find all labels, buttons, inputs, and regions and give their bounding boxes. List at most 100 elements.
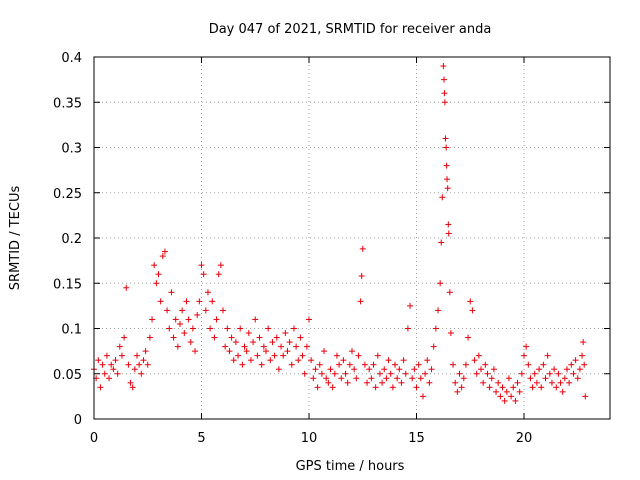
data-point xyxy=(389,384,396,391)
data-point xyxy=(445,230,452,237)
data-point xyxy=(424,357,431,364)
data-point xyxy=(359,245,366,252)
data-point xyxy=(364,379,371,386)
data-point xyxy=(144,361,151,368)
data-point xyxy=(196,298,203,305)
data-point xyxy=(108,361,115,368)
data-point xyxy=(501,397,508,404)
data-point xyxy=(166,325,173,332)
data-point xyxy=(432,325,439,332)
data-point xyxy=(316,361,323,368)
data-point xyxy=(170,334,177,341)
data-point xyxy=(435,307,441,314)
data-point xyxy=(529,384,536,391)
data-point xyxy=(355,352,362,359)
data-point xyxy=(446,289,453,296)
data-point xyxy=(181,330,188,337)
data-point xyxy=(438,239,445,246)
axis-ticks: 0 0.05 0.1 0.15 0.2 0.25 0.3 0.35 0.4 0 5 10 15 20 xyxy=(53,51,610,446)
data-point xyxy=(344,379,351,386)
data-point xyxy=(211,334,218,341)
data-point xyxy=(366,366,373,373)
data-point xyxy=(275,366,282,373)
data-point xyxy=(546,370,553,377)
data-point xyxy=(118,352,125,359)
data-point xyxy=(559,388,566,395)
data-point xyxy=(254,352,261,359)
data-point xyxy=(540,361,547,368)
data-point xyxy=(484,370,491,377)
data-point xyxy=(572,357,579,364)
data-point xyxy=(521,352,527,359)
data-point xyxy=(232,339,239,346)
data-point xyxy=(280,352,287,359)
data-point xyxy=(450,361,457,368)
data-point xyxy=(499,384,506,391)
data-point xyxy=(439,194,446,201)
data-point xyxy=(103,352,110,359)
data-point xyxy=(172,316,179,323)
data-point xyxy=(331,370,338,377)
data-point xyxy=(557,379,564,386)
data-point xyxy=(564,366,570,373)
data-point xyxy=(217,262,224,269)
data-points xyxy=(91,63,589,404)
data-point xyxy=(194,311,201,318)
y-axis-label: SRMTID / TECUs xyxy=(8,186,23,291)
data-point xyxy=(419,393,426,400)
data-point xyxy=(140,357,147,364)
data-point xyxy=(376,370,383,377)
data-point xyxy=(570,370,577,377)
data-point xyxy=(417,375,424,382)
data-point xyxy=(428,366,435,373)
data-point xyxy=(581,361,588,368)
y-tick-label: 0.1 xyxy=(61,323,82,338)
data-point xyxy=(387,370,394,377)
data-point xyxy=(204,289,211,296)
data-point xyxy=(357,298,364,305)
data-point xyxy=(155,271,162,278)
data-point xyxy=(284,348,291,355)
data-point xyxy=(579,352,586,359)
data-point xyxy=(533,379,540,386)
data-point xyxy=(336,361,343,368)
data-point xyxy=(239,361,246,368)
data-point xyxy=(146,334,153,341)
data-point xyxy=(536,366,543,373)
data-point xyxy=(177,320,183,327)
data-point xyxy=(523,343,530,350)
data-point xyxy=(469,307,476,314)
data-point xyxy=(512,397,519,404)
data-point xyxy=(263,348,269,355)
data-point xyxy=(228,334,235,341)
data-point xyxy=(465,334,472,341)
data-point xyxy=(192,348,199,355)
data-point xyxy=(299,352,306,359)
data-point xyxy=(329,384,336,391)
data-point xyxy=(222,343,229,350)
data-point xyxy=(503,388,510,395)
data-point xyxy=(127,379,134,386)
data-point xyxy=(116,343,123,350)
data-point xyxy=(568,361,575,368)
data-point xyxy=(138,370,145,377)
data-point xyxy=(379,379,386,386)
data-point xyxy=(411,366,418,373)
data-point xyxy=(471,357,478,364)
y-tick-label: 0.4 xyxy=(61,51,82,66)
data-point xyxy=(514,379,521,386)
data-point xyxy=(551,366,558,373)
data-point xyxy=(444,185,451,192)
data-point xyxy=(394,375,401,382)
data-point xyxy=(237,325,244,332)
x-tick-label: 15 xyxy=(408,431,425,446)
data-point xyxy=(566,379,573,386)
data-point xyxy=(525,361,532,368)
data-point xyxy=(325,379,332,386)
data-point xyxy=(314,384,321,391)
data-point xyxy=(342,370,349,377)
data-point xyxy=(99,361,106,368)
data-point xyxy=(161,248,168,255)
data-point xyxy=(510,384,517,391)
